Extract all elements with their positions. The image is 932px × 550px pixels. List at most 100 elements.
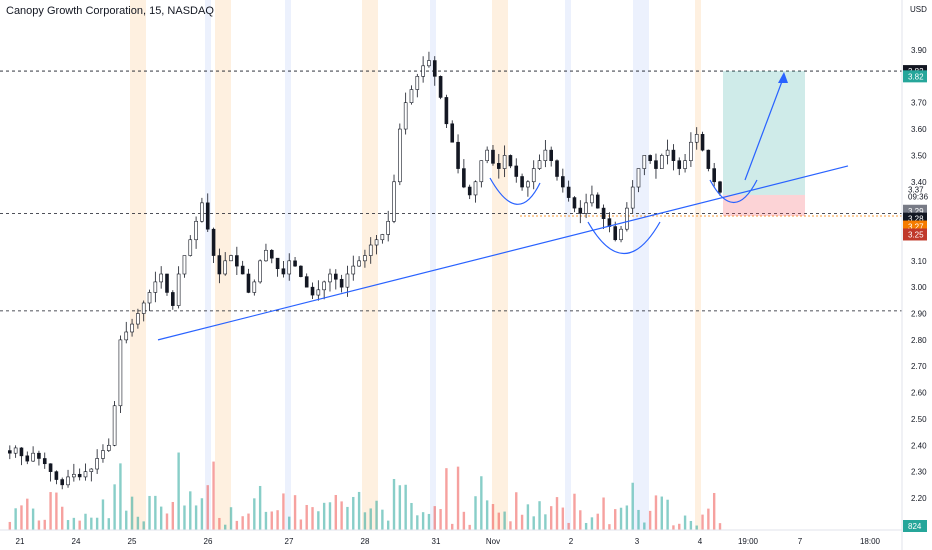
right-shoulder-arc	[709, 179, 758, 204]
volume-bar	[154, 495, 157, 530]
volume-tag-box	[903, 520, 927, 532]
session-band	[565, 0, 571, 530]
volume-bar	[253, 498, 256, 530]
time-tick-label: 21	[16, 537, 25, 546]
volume-bar	[619, 507, 623, 530]
volume-bar	[90, 517, 93, 530]
volume-bar	[503, 511, 506, 530]
target-arrow-head	[778, 72, 788, 83]
candle-body	[293, 260, 297, 267]
volume-bar	[666, 499, 669, 530]
volume-bar	[596, 513, 599, 530]
session-band	[633, 0, 649, 530]
candle-body	[578, 207, 583, 214]
time-axis[interactable]: 21 24 25 26 27 28 31 Nov 2 3 4 19:00 7 18:00	[0, 529, 902, 546]
candle-body	[83, 471, 88, 478]
volume-bar	[200, 498, 204, 530]
candle-body	[252, 281, 257, 293]
volume-bar	[456, 466, 460, 530]
volume-bar	[445, 468, 448, 530]
volume-bar	[451, 523, 454, 530]
candle-body	[299, 265, 303, 277]
candle-body	[72, 473, 76, 478]
volume-bar	[579, 510, 582, 530]
volume-bar	[392, 478, 396, 530]
price-tag-label: 3.29	[908, 207, 924, 216]
candle-body	[153, 281, 158, 293]
volume-bar	[462, 511, 466, 530]
volume-bar	[346, 506, 349, 530]
session-band	[130, 0, 146, 530]
candle-body	[671, 149, 676, 161]
price-axis[interactable]: USD 2.20 2.30 2.40 2.50 2.60 2.70 2.80 2.90 3.00…	[901, 0, 929, 550]
candlesticks	[8, 51, 722, 490]
volume-bar	[317, 511, 320, 530]
volume-bar	[247, 513, 250, 530]
candle-body	[124, 331, 129, 341]
volume-bar	[608, 524, 611, 530]
candle-body	[450, 123, 455, 143]
time-tick-label: 4	[698, 537, 703, 546]
volume-bar	[258, 485, 262, 530]
volume-bar	[224, 524, 227, 530]
candle-body	[357, 260, 361, 267]
price-tag-label: 3.25	[908, 230, 924, 239]
candle-body	[718, 181, 722, 193]
volume-bar	[55, 492, 58, 530]
candle-body	[520, 176, 524, 188]
volume-bar	[113, 484, 116, 530]
candle-body	[368, 244, 373, 256]
candle-body	[363, 255, 367, 262]
price-tick-label: 2.90	[911, 310, 927, 319]
candle-body	[136, 313, 140, 325]
time-tick-label: 27	[285, 537, 294, 546]
price-tag-box	[903, 228, 927, 241]
volume-bar	[544, 514, 547, 530]
price-tick-label: 3.60	[911, 125, 927, 134]
candle-body	[398, 128, 402, 183]
volume-bar	[520, 514, 524, 530]
candle-body	[165, 273, 169, 293]
price-tick-label: 3.10	[911, 257, 927, 266]
time-tick-label: 18:00	[860, 537, 881, 546]
volume-bar	[31, 508, 35, 530]
candle-body	[689, 141, 693, 161]
volume-bar	[130, 496, 134, 530]
candle-body	[182, 255, 187, 275]
volume-bar	[701, 514, 704, 530]
left-shoulder-arc	[489, 177, 541, 205]
candle-body	[77, 473, 82, 478]
candle-body	[467, 186, 472, 196]
candle-body	[130, 323, 134, 333]
candle-body	[281, 268, 286, 275]
volume-bar	[61, 506, 64, 530]
volume-bar	[474, 496, 477, 530]
candle-body	[8, 450, 12, 454]
candle-body	[171, 292, 175, 306]
candle-body	[310, 286, 315, 296]
candle-body	[106, 444, 111, 451]
candle-body	[200, 202, 204, 222]
candle-body	[159, 273, 163, 283]
volume-bar	[72, 517, 76, 530]
volume-bar	[427, 513, 431, 530]
volume-bar	[480, 476, 483, 530]
volume-bar	[660, 496, 663, 530]
candle-body	[304, 276, 309, 288]
price-tick-label: 3.50	[911, 151, 927, 160]
volume-bar	[299, 519, 303, 530]
candle-body	[438, 76, 443, 98]
volume-bar	[334, 494, 338, 530]
volume-bar	[538, 501, 541, 530]
price-tag-label: 3.27	[908, 223, 924, 232]
price-tag-label: 3.37	[908, 186, 924, 195]
volume-bar	[532, 516, 535, 530]
volume-bar	[264, 511, 268, 530]
target-arrow-line	[744, 75, 785, 181]
volume-bar	[218, 517, 221, 530]
volume-bar	[712, 492, 716, 530]
candle-body	[211, 228, 216, 256]
candle-body	[572, 197, 577, 209]
volume-bar	[8, 521, 12, 530]
